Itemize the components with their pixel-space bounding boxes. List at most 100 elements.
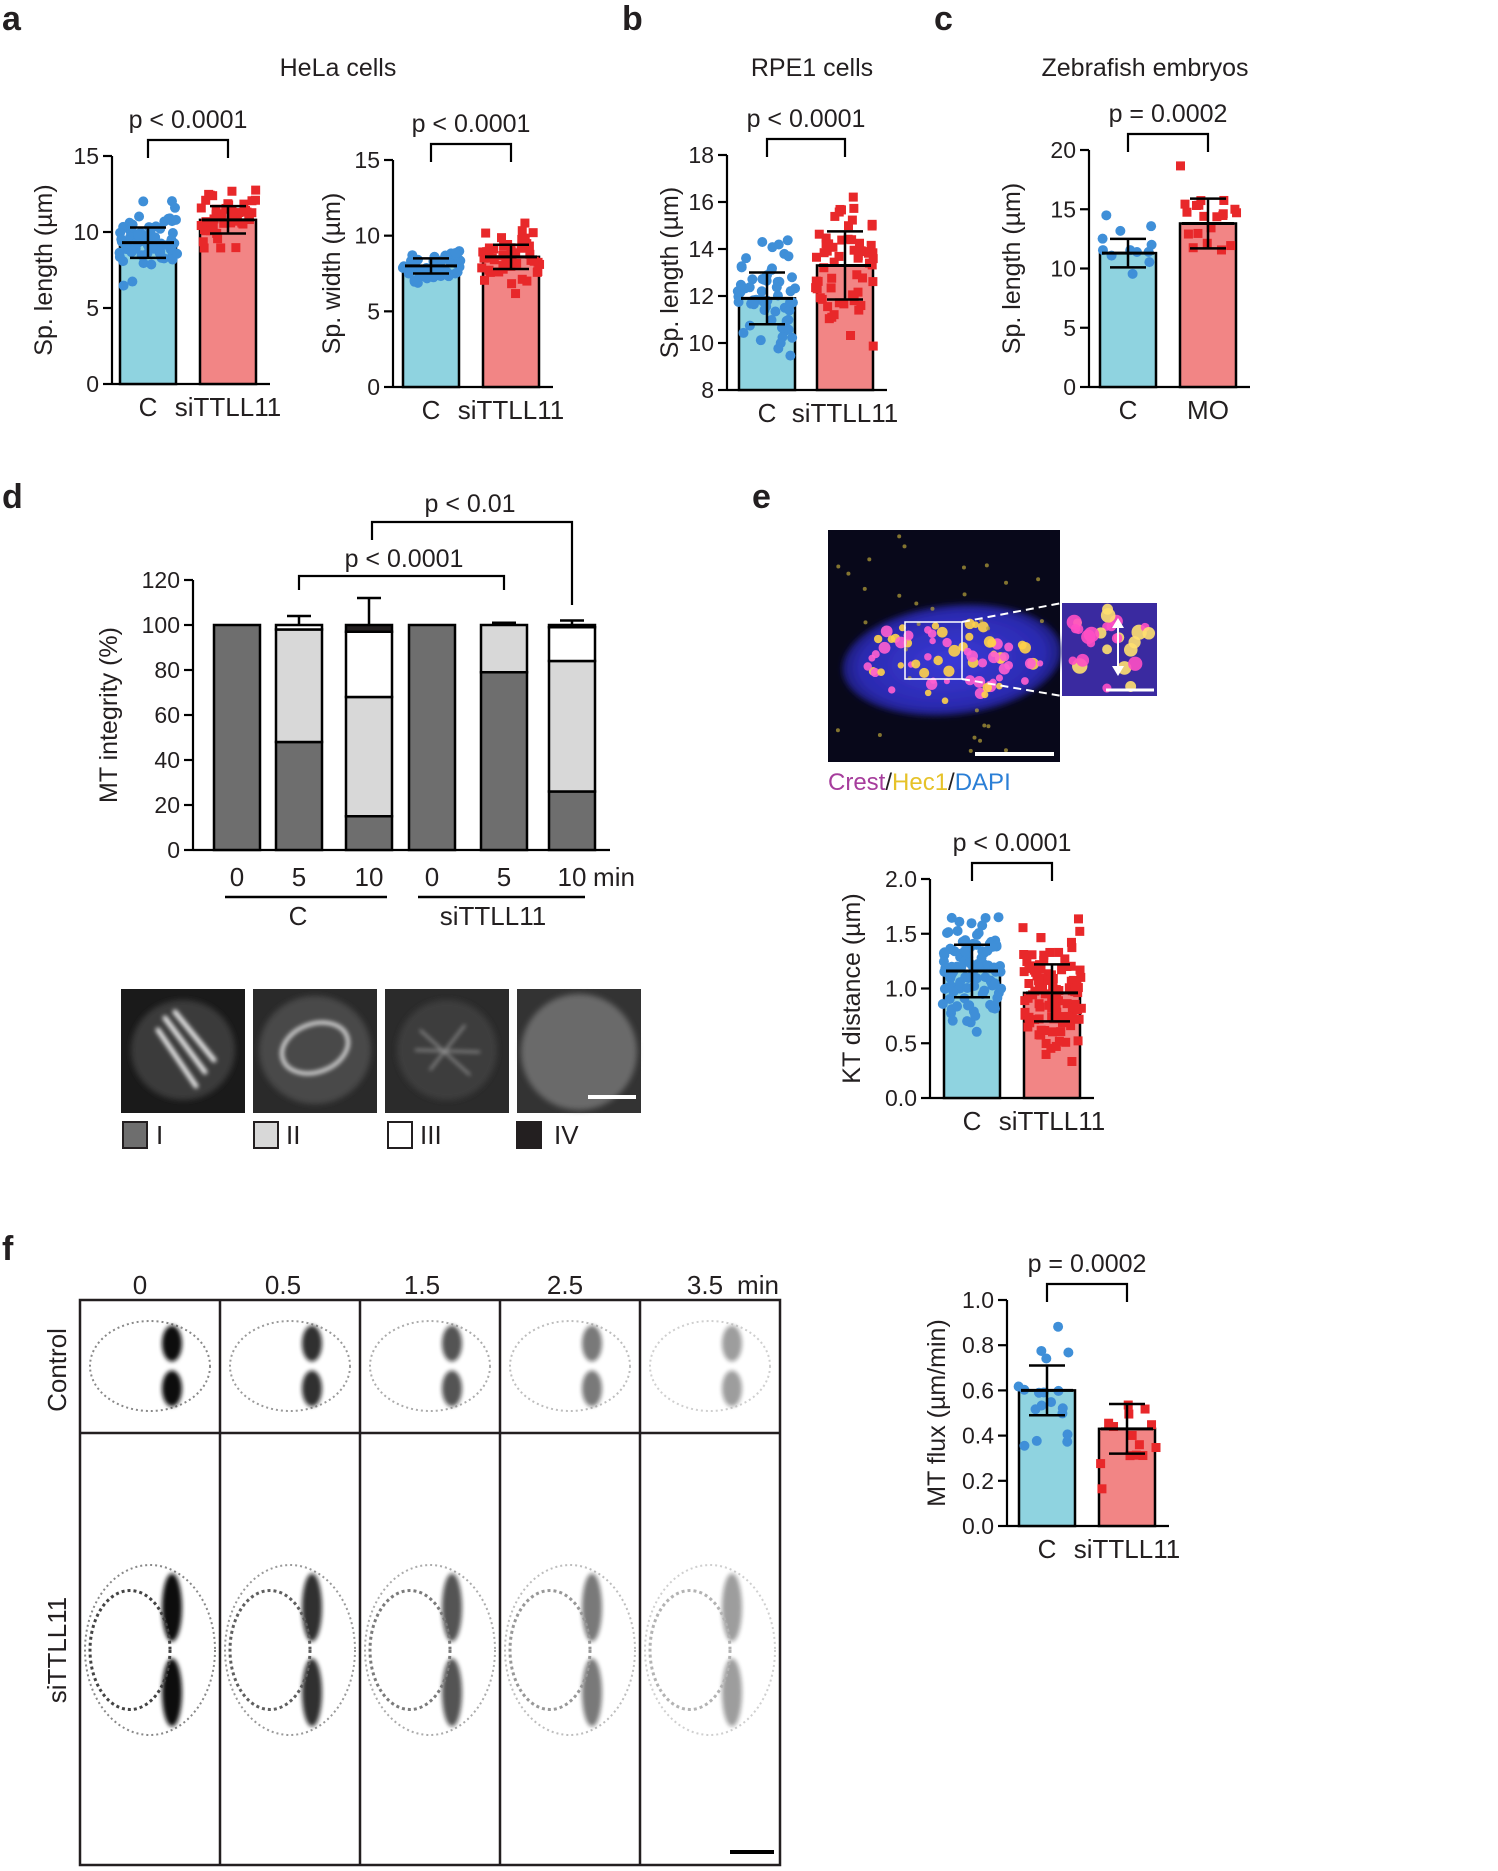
background-dot [962, 592, 967, 597]
data-points-MO [1175, 161, 1242, 255]
kinetochore-dot [924, 689, 932, 697]
data-point [946, 912, 957, 923]
y-tick-label: 1.0 [885, 976, 917, 1002]
data-point [1046, 1043, 1056, 1053]
data-point [943, 927, 954, 938]
chart-f-mt-flux: 0.0 0.2 0.4 0.6 0.8 1.0 MT flux (µm/min) C siTTL… [923, 1250, 1180, 1564]
p-value: p < 0.0001 [345, 545, 464, 573]
data-point [1124, 1409, 1134, 1419]
kinetochore-dot [1102, 644, 1112, 655]
data-point [522, 276, 532, 286]
data-point [1075, 926, 1085, 936]
data-point [227, 186, 237, 196]
background-dot [972, 735, 977, 740]
y-tick-label: 120 [142, 567, 180, 593]
timepoint-label: 1.5 [404, 1270, 440, 1300]
data-point [783, 324, 794, 335]
kinetochore-dot [995, 674, 1003, 682]
p-value: p = 0.0002 [1109, 100, 1228, 128]
micrograph-class-I [121, 989, 245, 1113]
y-tick-label: 80 [154, 657, 180, 683]
data-point [1057, 1403, 1068, 1414]
data-point [234, 208, 244, 218]
kinetochore-dot [1004, 660, 1014, 670]
y-tick-label: 16 [688, 189, 714, 215]
y-tick-label: 0 [1063, 374, 1076, 400]
x-tick-label: C [758, 398, 777, 428]
kinetochore-dot [1068, 656, 1078, 666]
x-tick-label: siTTLL11 [792, 398, 898, 428]
data-point [227, 212, 237, 222]
kinetochore-dot [929, 637, 936, 645]
timepoint-label: 0 [133, 1270, 147, 1300]
data-point [756, 286, 767, 297]
data-point [1036, 1030, 1046, 1040]
data-point [247, 208, 257, 218]
data-point [823, 302, 833, 312]
data-point [1062, 1429, 1073, 1440]
y-tick-label: 0.0 [885, 1085, 917, 1111]
y-tick-label: 20 [154, 792, 180, 818]
panel-label-d: d [2, 478, 23, 516]
stain-dapi: DAPI [955, 769, 1011, 796]
y-tick-label: 0.5 [885, 1030, 917, 1056]
data-point [954, 916, 965, 927]
data-point [747, 274, 758, 285]
data-point [1096, 1459, 1106, 1469]
background-dot [914, 601, 919, 606]
y-tick-label: 5 [367, 298, 380, 324]
data-point [198, 237, 208, 247]
x-tick-label: 0 [230, 862, 244, 892]
x-tick-label: siTTLL11 [1074, 1534, 1180, 1564]
data-point [532, 267, 542, 277]
y-tick-label: 0 [367, 374, 380, 400]
data-point [1055, 1012, 1065, 1022]
data-point [134, 211, 145, 222]
y-tick-label: 10 [73, 219, 99, 245]
kinetochore-dot [895, 636, 907, 649]
data-point [977, 920, 988, 931]
y-tick-label: 40 [154, 747, 180, 773]
y-axis-label: MT integrity (%) [95, 627, 123, 803]
background-dot [1039, 619, 1044, 624]
data-point [512, 258, 522, 268]
data-point [1216, 245, 1226, 255]
kinetochore-dot [888, 686, 896, 694]
data-point [785, 350, 796, 361]
data-point [146, 259, 157, 270]
kinetochore-dot [941, 697, 949, 705]
data-point [829, 310, 839, 320]
stack-segment-II [344, 695, 394, 818]
data-point [1030, 986, 1040, 996]
y-tick-label: 14 [688, 236, 714, 262]
data-point [1020, 1007, 1030, 1017]
p-value: p < 0.0001 [953, 829, 1072, 857]
kinetochore-dot [1102, 603, 1114, 615]
data-point [498, 261, 508, 271]
data-point [1076, 972, 1086, 982]
y-tick-label: 0.0 [962, 1513, 994, 1539]
data-point [1097, 1484, 1107, 1494]
kinetochore-dot [987, 638, 997, 648]
data-point [114, 247, 125, 258]
control-spindle [369, 1320, 491, 1412]
chart-c-spindle-length: 0 5 10 15 20 Sp. length (µm) C MO p = 0.0002 [998, 100, 1250, 425]
data-point [250, 195, 260, 205]
data-point [196, 203, 206, 213]
data-point [837, 235, 847, 245]
data-point [169, 238, 180, 249]
kinetochore-dot [995, 682, 1003, 690]
kinetochore-dot [871, 650, 880, 659]
data-point [1125, 1451, 1135, 1461]
significance-bracket [765, 137, 847, 157]
y-tick-label: 0 [167, 837, 180, 863]
data-point [1036, 933, 1046, 943]
data-point [959, 946, 970, 957]
kinetochore-dot [936, 626, 948, 638]
background-dot [897, 593, 902, 598]
data-point [1054, 1036, 1064, 1046]
y-tick-label: 2.0 [885, 866, 917, 892]
data-point [1218, 211, 1228, 221]
data-point [452, 267, 463, 278]
data-point [1067, 1056, 1077, 1066]
